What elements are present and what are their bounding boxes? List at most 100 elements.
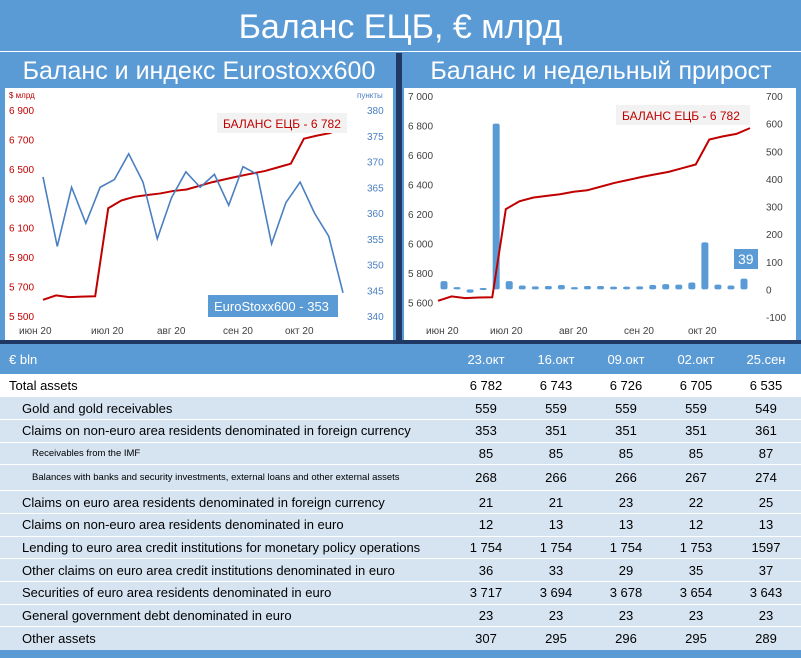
x-tick-label: июл 20: [91, 326, 124, 337]
y-right-tick-label: 360: [367, 209, 384, 220]
row-value: 266: [591, 464, 661, 491]
weekly-change-bar: [453, 287, 461, 290]
table-header-cell: € bln: [0, 344, 451, 374]
balance-callout-box: [217, 113, 347, 133]
y-right-tick-label: 375: [367, 132, 384, 143]
row-value: 559: [451, 396, 521, 420]
row-value: 6 726: [591, 374, 661, 397]
row-value: 266: [521, 464, 591, 491]
row-value: 1597: [731, 535, 801, 559]
row-value: 85: [591, 441, 661, 465]
left-chart: $ млрд пункты 6 900 6 700 6 500 6 300 6 100 5 9…: [9, 91, 384, 337]
right-axis-label: пункты: [357, 91, 383, 100]
row-value: 85: [661, 441, 731, 465]
page-title: Баланс ЕЦБ, € млрд: [0, 0, 801, 52]
table-row-total: Total assets 6 782 6 743 6 726 6 705 6 5…: [0, 374, 801, 397]
row-value: 361: [731, 418, 801, 443]
y-right-tick-label: 345: [367, 286, 384, 297]
y-left-tick-label: 6 700: [9, 135, 34, 146]
y-right-tick-label: 355: [367, 235, 384, 246]
row-value: 1 754: [521, 535, 591, 559]
weekly-change-bar: [583, 286, 591, 290]
row-value: 35: [661, 558, 731, 582]
y-left-tick-label: 5 700: [9, 283, 34, 294]
x-tick-label: июл 20: [490, 326, 523, 337]
x-tick-label: сен 20: [624, 326, 654, 337]
row-value: 6 743: [521, 374, 591, 397]
row-value: 6 782: [451, 374, 521, 397]
row-value: 13: [521, 512, 591, 537]
row-value: 23: [731, 603, 801, 627]
row-value: 12: [661, 512, 731, 537]
weekly-change-bar: [518, 285, 526, 290]
eurostoxx-line: [42, 152, 344, 294]
row-value: 296: [591, 626, 661, 650]
row-value: 23: [661, 603, 731, 627]
weekly-change-bar: [675, 284, 683, 290]
weekly-change-callout-box: [734, 249, 758, 269]
row-value: 22: [661, 490, 731, 514]
row-value: 87: [731, 441, 801, 465]
row-value: 267: [661, 464, 731, 491]
row-label: Balances with banks and security investm…: [0, 464, 451, 491]
table-row: Gold and gold receivables 559 559 559 559 549: [0, 396, 801, 420]
table-header-row: € bln 23.окт 16.окт 09.окт 02.окт 25.сен: [0, 344, 801, 374]
row-value: 559: [661, 396, 731, 420]
y-right-tick-label: 300: [766, 203, 783, 214]
right-chart: 7 000 6 800 6 600 6 400 6 200 6 000 5 800 5 600…: [408, 92, 786, 337]
row-value: 13: [731, 512, 801, 537]
y-left-tick-label: 6 400: [408, 180, 433, 191]
weekly-change-callout-label: 39: [738, 251, 754, 267]
y-left-tick-label: 6 500: [9, 165, 34, 176]
weekly-change-bar: [544, 286, 552, 290]
weekly-change-bar: [649, 284, 657, 290]
row-label: Claims on euro area residents denominate…: [0, 490, 451, 514]
table-header-cell: 23.окт: [451, 344, 521, 374]
row-label: Claims on non-euro area residents denomi…: [0, 418, 451, 443]
row-value: 1 753: [661, 535, 731, 559]
row-label: General government debt denominated in e…: [0, 603, 451, 627]
row-value: 351: [661, 418, 731, 443]
right-chart-panel: 7 000 6 800 6 600 6 400 6 200 6 000 5 800 5 600…: [404, 88, 796, 341]
row-value: 36: [451, 558, 521, 582]
weekly-change-bar: [570, 287, 578, 290]
y-right-tick-label: 100: [766, 258, 783, 269]
x-tick-label: авг 20: [157, 326, 186, 337]
row-value: 23: [521, 603, 591, 627]
table-header-cell: 09.окт: [591, 344, 661, 374]
y-right-tick-label: 700: [766, 92, 783, 103]
weekly-change-bar: [505, 281, 513, 290]
row-value: 23: [591, 490, 661, 514]
table-row: General government debt denominated in e…: [0, 603, 801, 627]
row-value: 559: [521, 396, 591, 420]
balance-line: [437, 127, 751, 302]
y-left-tick-label: 6 900: [9, 106, 34, 117]
left-chart-panel: $ млрд пункты 6 900 6 700 6 500 6 300 6 100 5 9…: [5, 88, 393, 341]
row-value: 29: [591, 558, 661, 582]
table-row: Claims on euro area residents denominate…: [0, 490, 801, 514]
row-value: 23: [591, 603, 661, 627]
table-header-cell: 02.окт: [661, 344, 731, 374]
row-value: 13: [591, 512, 661, 537]
y-right-tick-label: 600: [766, 120, 783, 131]
y-left-tick-label: 5 500: [9, 312, 34, 323]
row-value: 21: [451, 490, 521, 514]
row-label: Securities of euro area residents denomi…: [0, 581, 451, 605]
table-row: Other assets 307 295 296 295 289: [0, 626, 801, 650]
row-value: 1 754: [591, 535, 661, 559]
x-tick-label: окт 20: [688, 326, 717, 337]
weekly-change-bar: [479, 287, 487, 290]
row-label: Total assets: [0, 374, 451, 397]
weekly-change-bar: [531, 286, 539, 290]
weekly-change-bar: [636, 286, 644, 290]
y-right-tick-label: 340: [367, 312, 384, 323]
row-value: 295: [521, 626, 591, 650]
table-header-cell: 25.сен: [731, 344, 801, 374]
x-tick-label: июн 20: [426, 326, 459, 337]
weekly-change-bar: [662, 284, 670, 290]
row-value: 351: [591, 418, 661, 443]
row-value: 23: [451, 603, 521, 627]
y-right-tick-label: 400: [766, 175, 783, 186]
table-row: Other claims on euro area credit institu…: [0, 558, 801, 582]
right-chart-subtitle: Баланс и недельный прирост: [430, 57, 772, 85]
